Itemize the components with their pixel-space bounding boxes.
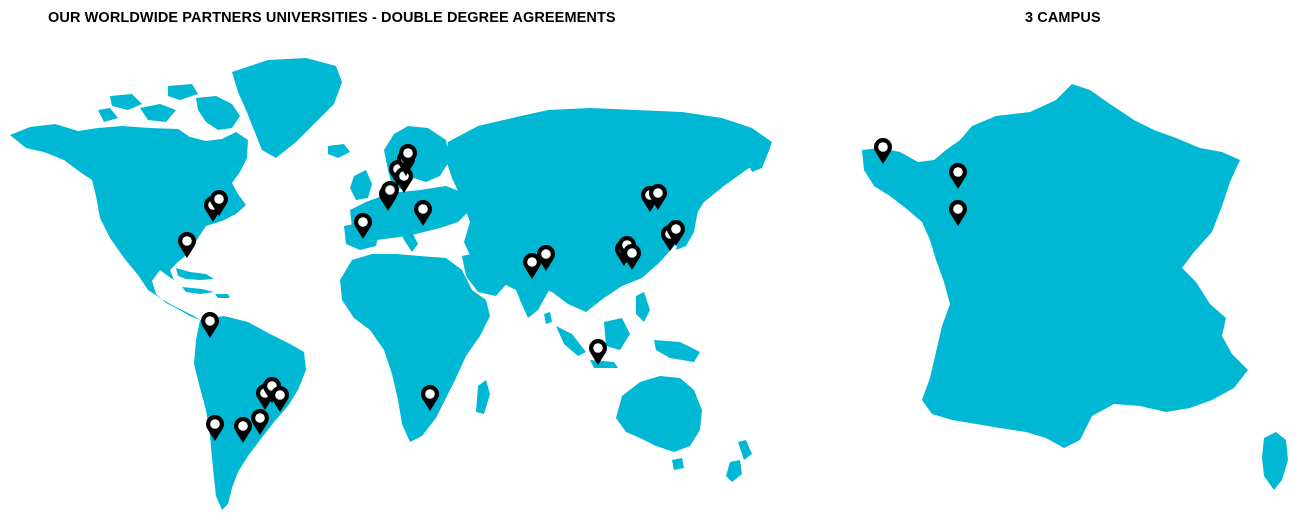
europe-mainland — [350, 186, 470, 240]
australia — [616, 376, 702, 452]
sakhalin-kamchatka — [742, 142, 770, 172]
arctic-island-2 — [140, 104, 176, 122]
new-guinea — [654, 340, 700, 362]
scandinavia — [384, 126, 450, 190]
arctic-island-3 — [168, 84, 198, 100]
greenland — [232, 58, 342, 158]
caribbean-2 — [215, 294, 230, 298]
arctic-island-1 — [110, 94, 142, 110]
arctic-island-4 — [98, 108, 118, 122]
uk-ireland — [350, 170, 372, 200]
north-america — [10, 124, 248, 320]
java — [590, 360, 618, 368]
caribbean — [182, 287, 214, 294]
tasmania — [672, 458, 684, 470]
iceland — [328, 144, 350, 158]
india — [508, 256, 554, 318]
new-zealand-north — [738, 440, 752, 460]
hudson-bay-shore — [176, 138, 204, 160]
corsica — [1262, 432, 1288, 490]
france-mainland — [862, 84, 1248, 448]
africa — [340, 254, 490, 442]
sumatra — [556, 326, 586, 356]
south-america — [194, 316, 306, 510]
world-map-title: OUR WORLDWIDE PARTNERS UNIVERSITIES - DO… — [48, 10, 616, 26]
world-map — [10, 58, 772, 510]
philippines — [636, 292, 650, 322]
italy — [398, 224, 418, 252]
borneo — [604, 318, 630, 350]
sri-lanka — [544, 312, 552, 324]
new-zealand-south — [726, 460, 742, 482]
arabia — [462, 252, 510, 296]
gulf-coast — [176, 268, 214, 280]
madagascar — [476, 380, 490, 414]
france-map — [862, 84, 1288, 490]
france-map-title: 3 CAMPUS — [1025, 10, 1101, 26]
baffin-island — [196, 96, 240, 130]
